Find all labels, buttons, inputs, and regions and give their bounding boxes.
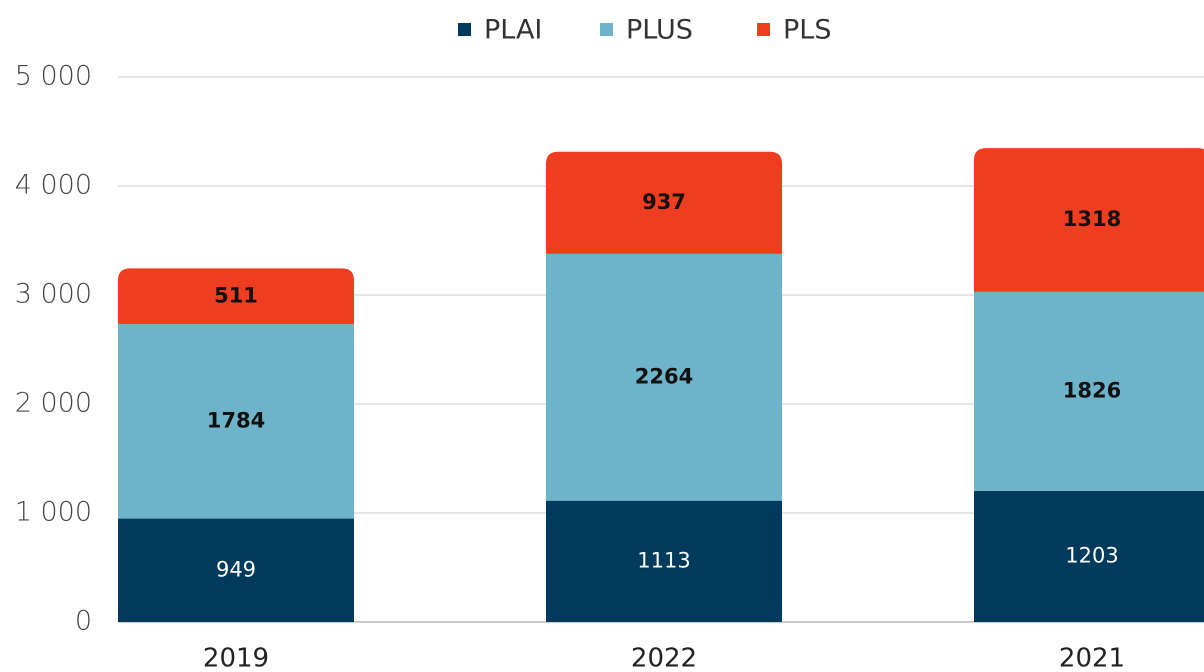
data-label: 511 [214,283,258,307]
legend-label: PLS [783,15,831,46]
data-label: 2264 [635,364,693,388]
legend-label: PLAI [484,15,542,46]
bar-segment [118,518,354,622]
data-label: 1826 [1063,378,1121,402]
bar-segment [118,268,354,325]
data-label: 1113 [637,548,690,572]
data-label: 949 [216,557,256,581]
bar-segment [546,253,782,501]
bar-segment [118,324,354,519]
legend-label: PLUS [626,15,693,46]
legend-swatch [600,23,613,36]
bar-segment [974,291,1204,491]
y-tick-label: 0 [75,606,92,637]
legend-swatch [458,23,471,36]
bar-segment [546,500,782,622]
bar-segment [974,490,1204,622]
x-tick-label: 2021 [1059,644,1125,672]
y-tick-label: 3 000 [15,279,92,310]
y-tick-label: 1 000 [15,497,92,528]
bar-segment [546,151,782,254]
data-label: 937 [642,190,686,214]
y-tick-label: 2 000 [15,388,92,419]
bar-segment [974,148,1204,292]
data-label: 1784 [207,408,265,432]
y-tick-label: 5 000 [15,61,92,92]
data-label: 1318 [1063,207,1121,231]
legend-swatch [757,23,770,36]
data-label: 1203 [1065,543,1118,567]
x-tick-label: 2019 [203,644,269,672]
y-tick-label: 4 000 [15,170,92,201]
x-tick-label: 2022 [631,644,697,672]
